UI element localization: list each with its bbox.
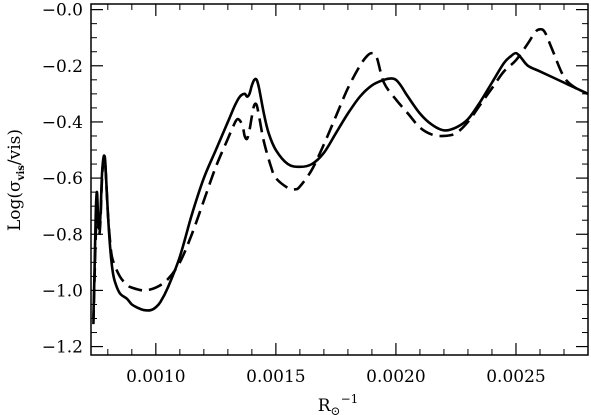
y-tick-label: −1.0	[42, 281, 83, 301]
y-axis-label-sub: vis	[16, 165, 27, 182]
plot-frame	[90, 3, 589, 356]
y-tick-label: −1.2	[42, 338, 83, 358]
x-axis-label-base: R	[318, 396, 332, 415]
x-tick-label: 0.0010	[126, 367, 185, 387]
x-tick-label: 0.0020	[366, 367, 425, 387]
x-ticks: 0.0010 0.0015 0.0020 0.0025	[107, 4, 589, 387]
x-axis-label: R⊙−1	[318, 392, 359, 415]
y-tick-label: −0.2	[42, 57, 83, 77]
y-axis-label-prefix: Log(σ	[5, 180, 25, 231]
y-tick-label: −0.8	[42, 225, 83, 245]
series-lines	[92, 27, 589, 325]
y-axis-label-suffix: /vis)	[5, 129, 25, 165]
x-tick-label: 0.0025	[486, 367, 545, 387]
y-tick-label: −0.6	[42, 169, 83, 189]
x-axis-label-sup: −1	[341, 392, 359, 406]
y-tick-label: −0.4	[42, 113, 83, 133]
y-axis-label: Log(σvis/vis)	[5, 129, 27, 231]
x-tick-label: 0.0015	[246, 367, 305, 387]
y-tick-label: −0.0	[42, 1, 83, 21]
y-ticks: −1.2 −1.0 −0.8 −0.6 −0.4 −0.2 −0.0	[42, 1, 588, 358]
x-axis-label-sub: ⊙	[331, 404, 341, 415]
series-line-dashed	[92, 27, 589, 325]
